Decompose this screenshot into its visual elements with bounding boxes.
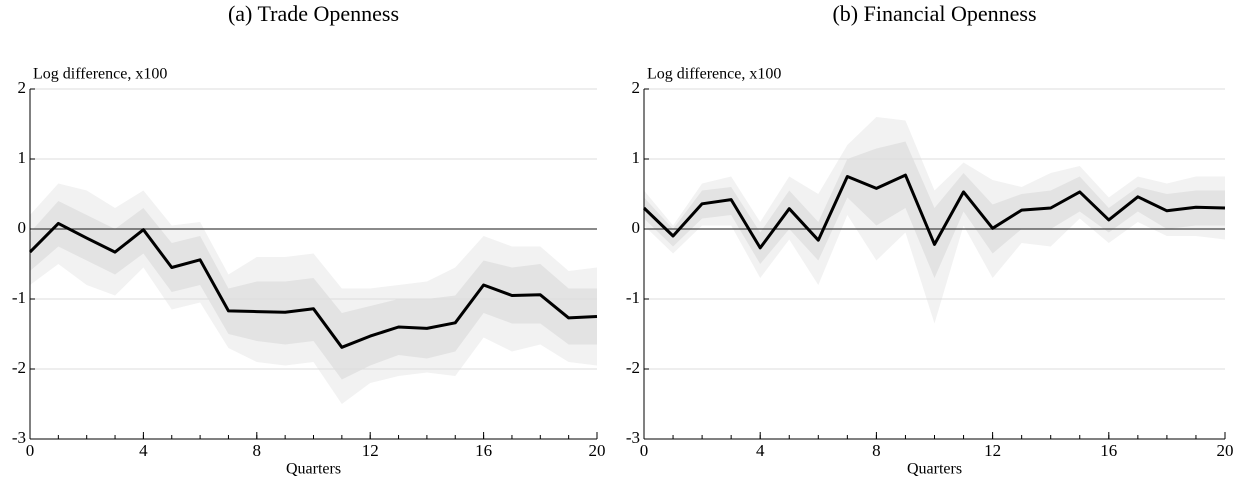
y-tick-label: 2 bbox=[632, 78, 641, 97]
y-axis-label: Log difference, x100 bbox=[33, 66, 167, 83]
confidence-band bbox=[644, 141, 1225, 278]
y-tick-label: 1 bbox=[632, 148, 641, 167]
x-tick-label: 20 bbox=[1217, 441, 1234, 460]
x-tick-label: 20 bbox=[589, 441, 606, 460]
x-tick-label: 16 bbox=[475, 441, 492, 460]
x-tick-label: 4 bbox=[756, 441, 765, 460]
x-tick-label: 4 bbox=[139, 441, 148, 460]
x-tick-label: 12 bbox=[984, 441, 1001, 460]
y-tick-label: 1 bbox=[18, 148, 27, 167]
x-tick-label: 8 bbox=[872, 441, 881, 460]
x-axis-label: Quarters bbox=[286, 461, 341, 478]
x-tick-label: 16 bbox=[1100, 441, 1117, 460]
y-tick-label: -3 bbox=[12, 428, 26, 447]
y-tick-label: -2 bbox=[626, 358, 640, 377]
series-line bbox=[642, 173, 1226, 250]
y-tick-label: -2 bbox=[12, 358, 26, 377]
y-tick-label: 0 bbox=[18, 218, 27, 237]
y-tick-label: 2 bbox=[18, 78, 27, 97]
y-tick-label: -1 bbox=[12, 288, 26, 307]
y-tick-label: 0 bbox=[632, 218, 641, 237]
x-tick-label: 0 bbox=[26, 441, 35, 460]
confidence-band bbox=[30, 201, 597, 380]
y-axis-label: Log difference, x100 bbox=[647, 66, 781, 83]
chart-title: (b) Financial Openness bbox=[832, 1, 1036, 26]
y-tick-label: -3 bbox=[626, 428, 640, 447]
series-line bbox=[28, 221, 598, 349]
y-tick-label: -1 bbox=[626, 288, 640, 307]
chart-title: (a) Trade Openness bbox=[228, 1, 399, 26]
x-tick-label: 8 bbox=[253, 441, 262, 460]
x-axis-label: Quarters bbox=[907, 461, 962, 478]
x-tick-label: 12 bbox=[362, 441, 379, 460]
x-tick-label: 0 bbox=[640, 441, 649, 460]
